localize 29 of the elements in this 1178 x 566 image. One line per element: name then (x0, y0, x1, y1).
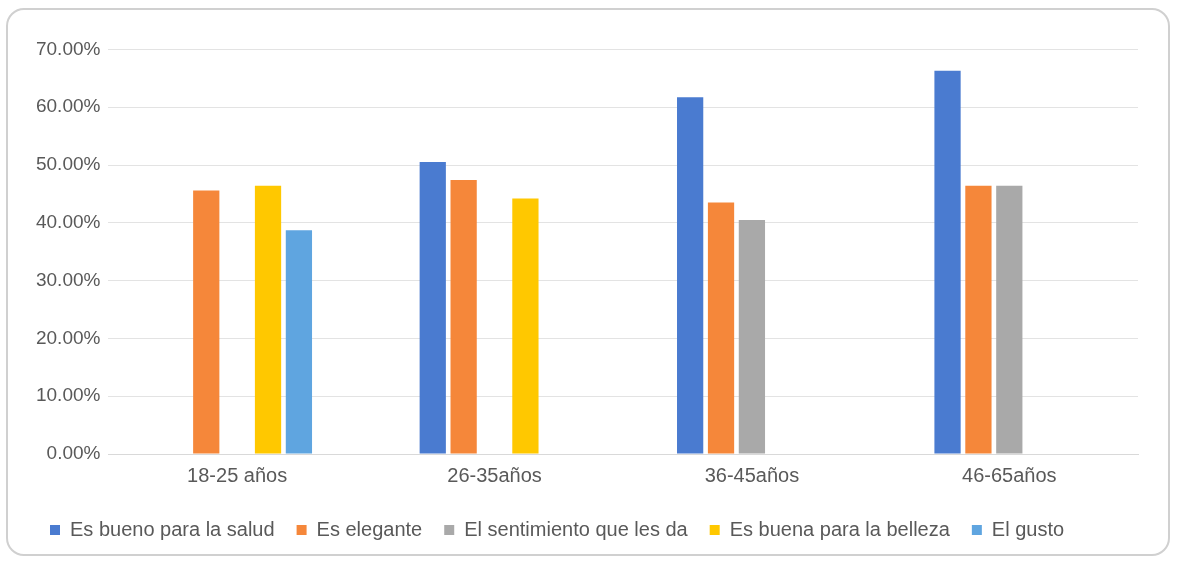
bar (965, 185, 992, 454)
x-tick-label: 18-25 años (187, 463, 288, 486)
bar (934, 70, 961, 454)
legend-label: El sentimiento que les da (464, 517, 689, 540)
bar (707, 202, 735, 454)
bar (450, 180, 477, 454)
bar (285, 230, 313, 454)
x-tick-label: 26-35años (447, 463, 542, 486)
y-tick-label: 60.00% (35, 95, 101, 117)
legend-label: Es bueno para la salud (70, 517, 275, 540)
y-tick-label: 0.00% (46, 442, 101, 464)
legend-label: El gusto (991, 517, 1065, 540)
y-tick-label: 30.00% (35, 268, 101, 290)
legend-label: Es elegante (316, 517, 423, 540)
legend-label: Es buena para la belleza (729, 517, 951, 540)
bar (996, 185, 1023, 454)
bar (677, 97, 704, 454)
y-tick-label: 50.00% (35, 153, 101, 175)
x-tick-label: 46-65años (962, 463, 1057, 486)
y-tick-label: 40.00% (35, 211, 101, 233)
bar (738, 219, 766, 454)
bar (512, 198, 539, 454)
bar (254, 185, 282, 454)
y-tick-label: 20.00% (35, 326, 101, 348)
y-tick-label: 10.00% (35, 384, 101, 406)
bar (419, 162, 446, 454)
x-tick-label: 36-45años (704, 463, 800, 486)
bar (193, 190, 220, 454)
y-tick-label: 70.00% (35, 37, 101, 59)
